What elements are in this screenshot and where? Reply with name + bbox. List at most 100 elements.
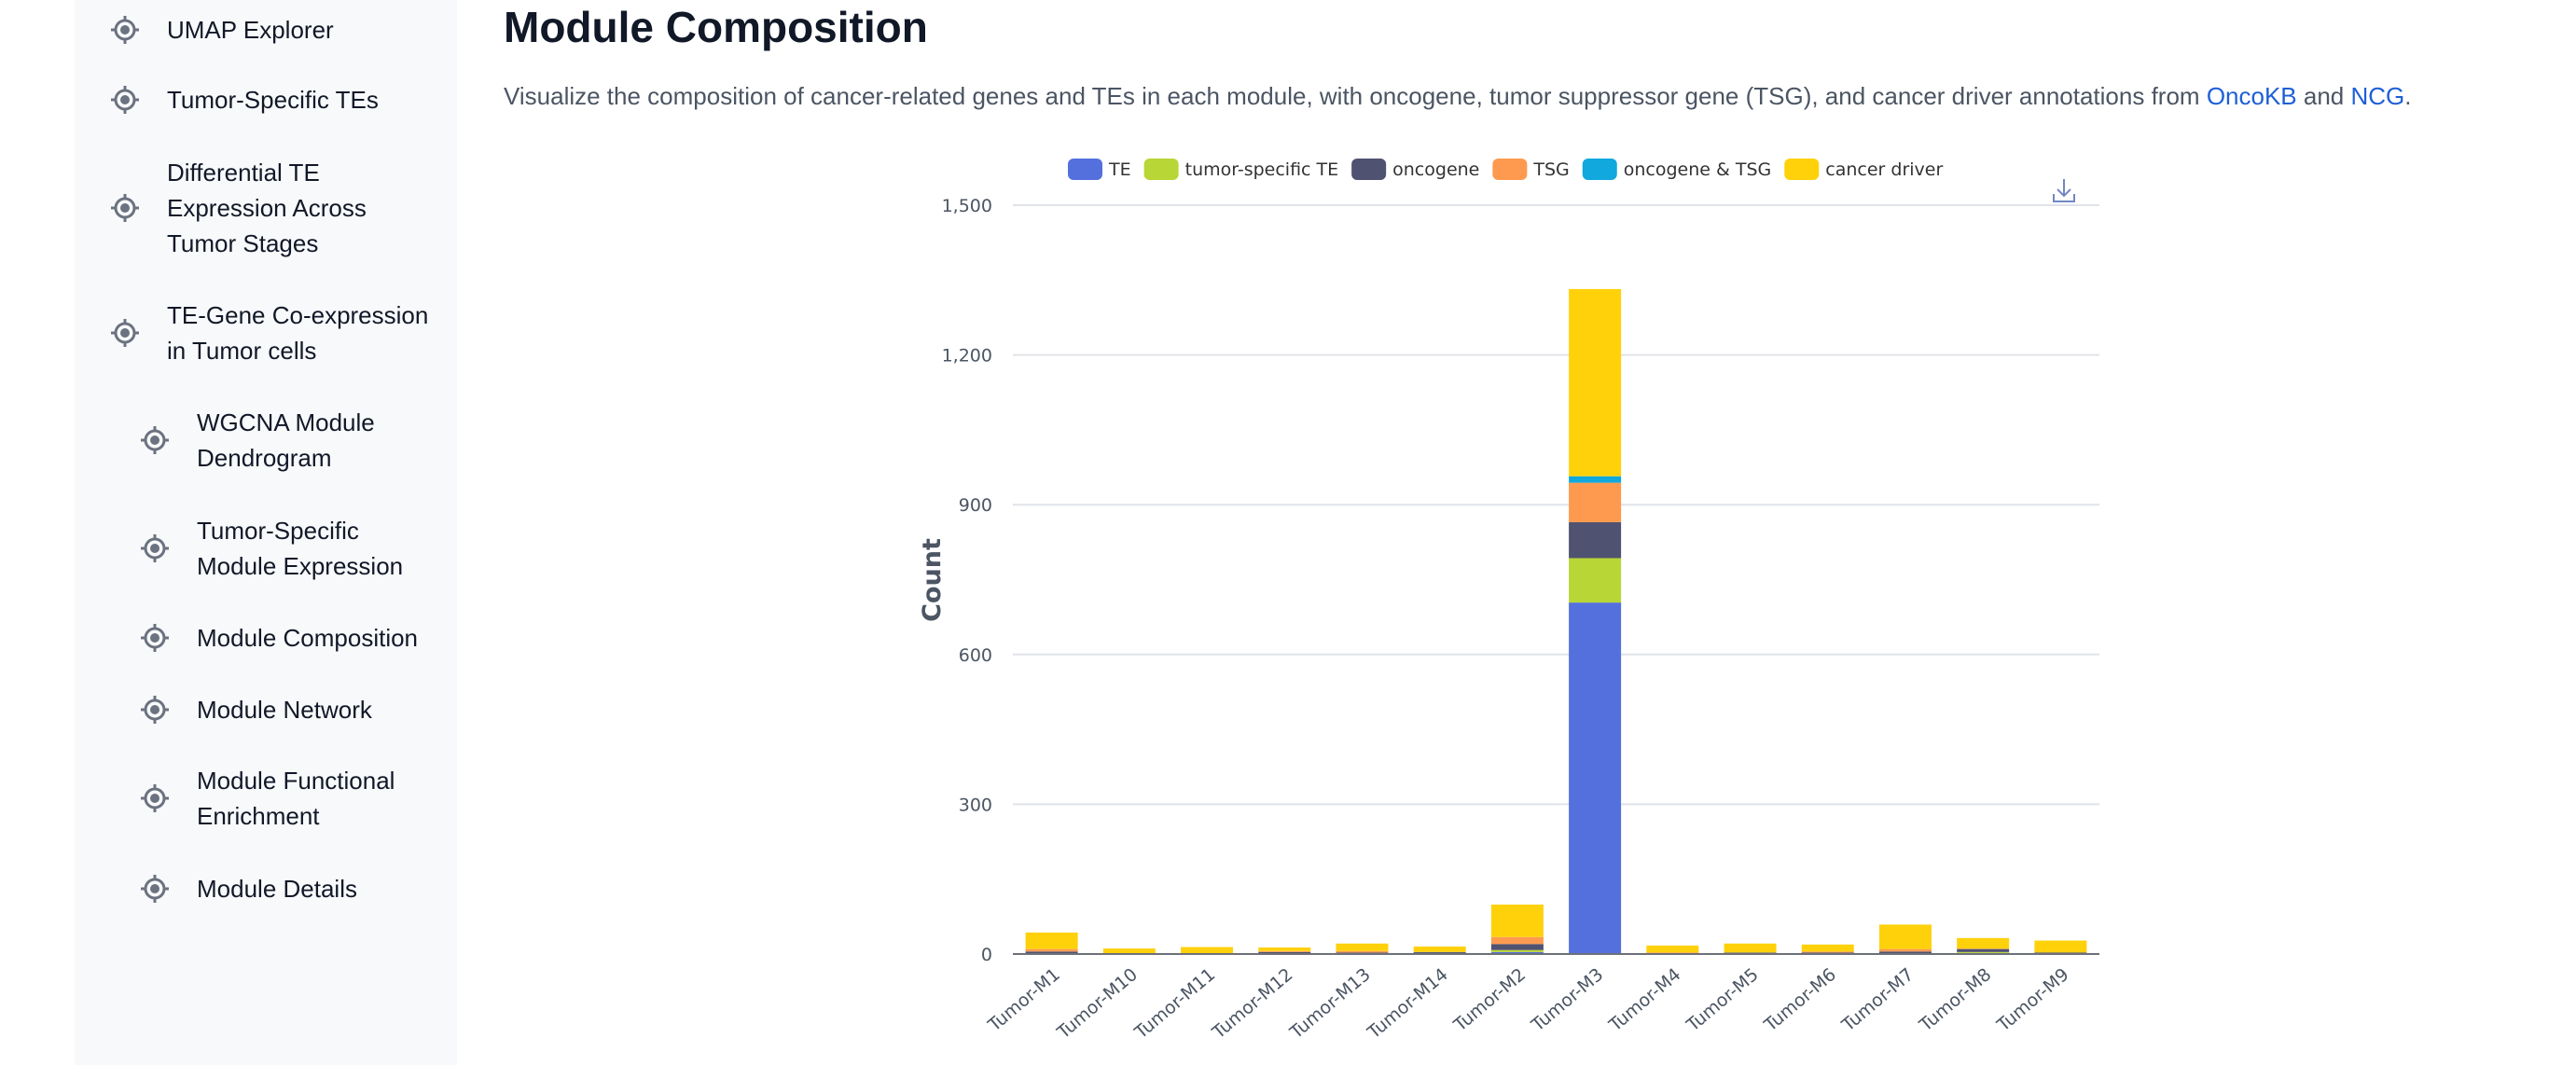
legend-item: cancer driver	[1825, 159, 1943, 180]
bar-segment-tsg	[1025, 948, 1078, 952]
bar-segment-tsg	[1336, 950, 1389, 953]
sidebar-item-tumor-specific-tes[interactable]: Tumor-Specific TEs	[109, 82, 437, 118]
ncg-link[interactable]: NCG	[2350, 82, 2405, 110]
target-icon	[109, 317, 141, 349]
y-tick-label: 900	[959, 495, 992, 516]
bar-segment-cancer-driver	[1646, 945, 1699, 953]
bar-segment-cancer-driver	[1878, 924, 1932, 949]
sidebar-item-label: WGCNA Module Dendrogram	[197, 408, 375, 472]
bar-segment-oncogene	[1413, 951, 1466, 953]
bar-segment-tumor-specific-te	[1413, 952, 1466, 954]
bar-segment-oncogene	[2034, 952, 2087, 954]
sidebar-item-label: Tumor-Specific Module Expression	[197, 517, 404, 580]
target-icon	[139, 694, 171, 726]
x-tick-label: Tumor-M9	[1993, 964, 2073, 1036]
x-tick-label: Tumor-M14	[1364, 964, 1452, 1044]
y-tick-label: 600	[959, 645, 992, 666]
legend-swatch	[1143, 159, 1179, 180]
bar-segment-oncogene	[1878, 951, 1932, 954]
target-icon	[109, 192, 141, 224]
bar-segment-te	[1025, 953, 1078, 954]
bar-segment-oncogene	[1569, 521, 1622, 559]
sidebar-item-tumor-specific-module-expression[interactable]: Tumor-Specific Module Expression	[139, 513, 411, 584]
x-tick-label: Tumor-M11	[1130, 964, 1219, 1044]
sidebar-item-module-network[interactable]: Module Network	[139, 692, 421, 727]
description-text: Visualize the composition of cancer-rela…	[504, 82, 2207, 110]
x-tick-label: Tumor-M12	[1208, 964, 1296, 1044]
x-tick-label: Tumor-M5	[1683, 964, 1763, 1036]
legend-item: TSG	[1532, 159, 1569, 180]
bar-segment-oncogene	[1724, 952, 1777, 953]
x-tick-label: Tumor-M8	[1915, 964, 1995, 1036]
bar-segment-cancer-driver	[1025, 932, 1078, 949]
legend-swatch	[1784, 159, 1820, 180]
bar-segment-oncogene	[1025, 951, 1078, 954]
bar-segment-tumor-specific-te	[1724, 952, 1777, 954]
sidebar-item-label: Module Details	[197, 875, 357, 903]
bar-segment-cancer-driver	[1724, 943, 1777, 953]
y-tick-label: 0	[981, 945, 992, 965]
sidebar-item-module-details[interactable]: Module Details	[139, 871, 421, 906]
bar-segment-tumor-specific-te	[1102, 953, 1156, 954]
y-tick-label: 300	[959, 795, 992, 815]
sidebar-item-te-gene-co-expression-in-tumor-cells[interactable]: TE-Gene Co-expression in Tumor cells	[109, 297, 437, 368]
legend-swatch	[1351, 159, 1387, 180]
legend-item: TE	[1108, 159, 1131, 180]
x-tick-label: Tumor-M10	[1053, 964, 1142, 1044]
y-tick-label: 1,500	[942, 196, 992, 216]
bar-segment-cancer-driver	[1181, 947, 1234, 954]
sidebar-item-differential-te-expression-across-tumor-stages[interactable]: Differential TE Expression Across Tumor …	[109, 155, 381, 261]
x-tick-label: Tumor-M13	[1285, 964, 1374, 1044]
bar-segment-oncogene	[1957, 948, 2010, 952]
bar-segment-cancer-driver	[1801, 944, 1854, 952]
bar-segment-oncogene	[1490, 944, 1544, 950]
sidebar-item-umap-explorer[interactable]: UMAP Explorer	[109, 12, 437, 48]
bar-segment-oncogene	[1336, 952, 1389, 954]
bar-segment-cancer-driver	[1957, 937, 2010, 949]
bar-segment-tsg	[1646, 952, 1699, 954]
bar-segment-tumor-specific-te	[1490, 949, 1544, 952]
sidebar-item-label: UMAP Explorer	[167, 16, 334, 44]
sidebar-item-module-functional-enrichment[interactable]: Module Functional Enrichment	[139, 763, 421, 834]
sidebar-item-module-composition[interactable]: Module Composition	[139, 620, 421, 656]
bar-segment-oncogene-tsg	[1569, 476, 1622, 483]
legend-item: oncogene	[1392, 159, 1479, 180]
x-tick-label: Tumor-M1	[984, 964, 1064, 1036]
legend-item: oncogene & TSG	[1624, 159, 1772, 180]
bar-segment-te	[1957, 952, 2010, 954]
bar-segment-oncogene	[1801, 952, 1854, 954]
description-text-mid: and	[2296, 82, 2351, 110]
bar-segment-oncogene	[1258, 951, 1311, 954]
sidebar-item-label: Module Network	[197, 696, 372, 724]
bar-segment-tumor-specific-te	[1569, 558, 1622, 603]
legend-item: tumor-specific TE	[1185, 159, 1339, 180]
oncokb-link[interactable]: OncoKB	[2206, 82, 2297, 110]
sidebar-item-wgcna-module-dendrogram[interactable]: WGCNA Module Dendrogram	[139, 405, 411, 476]
page-title: Module Composition	[504, 3, 928, 51]
sidebar-item-label: Tumor-Specific TEs	[167, 86, 379, 114]
bar-segment-cancer-driver	[1413, 946, 1466, 952]
bar-segment-tsg	[1957, 948, 2010, 949]
bar-segment-tsg	[1258, 950, 1311, 952]
target-icon	[139, 622, 171, 654]
bar-segment-cancer-driver	[2034, 940, 2087, 953]
legend-swatch	[1582, 159, 1617, 180]
target-icon	[109, 84, 141, 116]
x-tick-label: Tumor-M7	[1837, 964, 1918, 1036]
bar-segment-te	[1569, 602, 1622, 954]
download-icon[interactable]	[2053, 179, 2075, 202]
target-icon	[139, 873, 171, 905]
bar-segment-cancer-driver	[1490, 905, 1544, 937]
x-tick-label: Tumor-M3	[1527, 964, 1607, 1036]
target-icon	[139, 532, 171, 564]
x-tick-label: Tumor-M6	[1760, 964, 1840, 1036]
bar-segment-cancer-driver	[1102, 948, 1156, 954]
bar-segment-tsg	[1878, 948, 1932, 952]
sidebar-item-label: Module Composition	[197, 624, 419, 652]
bar-segment-oncogene	[1181, 953, 1234, 954]
target-icon	[139, 424, 171, 456]
legend-swatch	[1492, 159, 1528, 180]
bar-segment-tsg	[1490, 936, 1544, 945]
bar-segment-cancer-driver	[1569, 288, 1622, 477]
x-tick-label: Tumor-M4	[1605, 964, 1685, 1036]
